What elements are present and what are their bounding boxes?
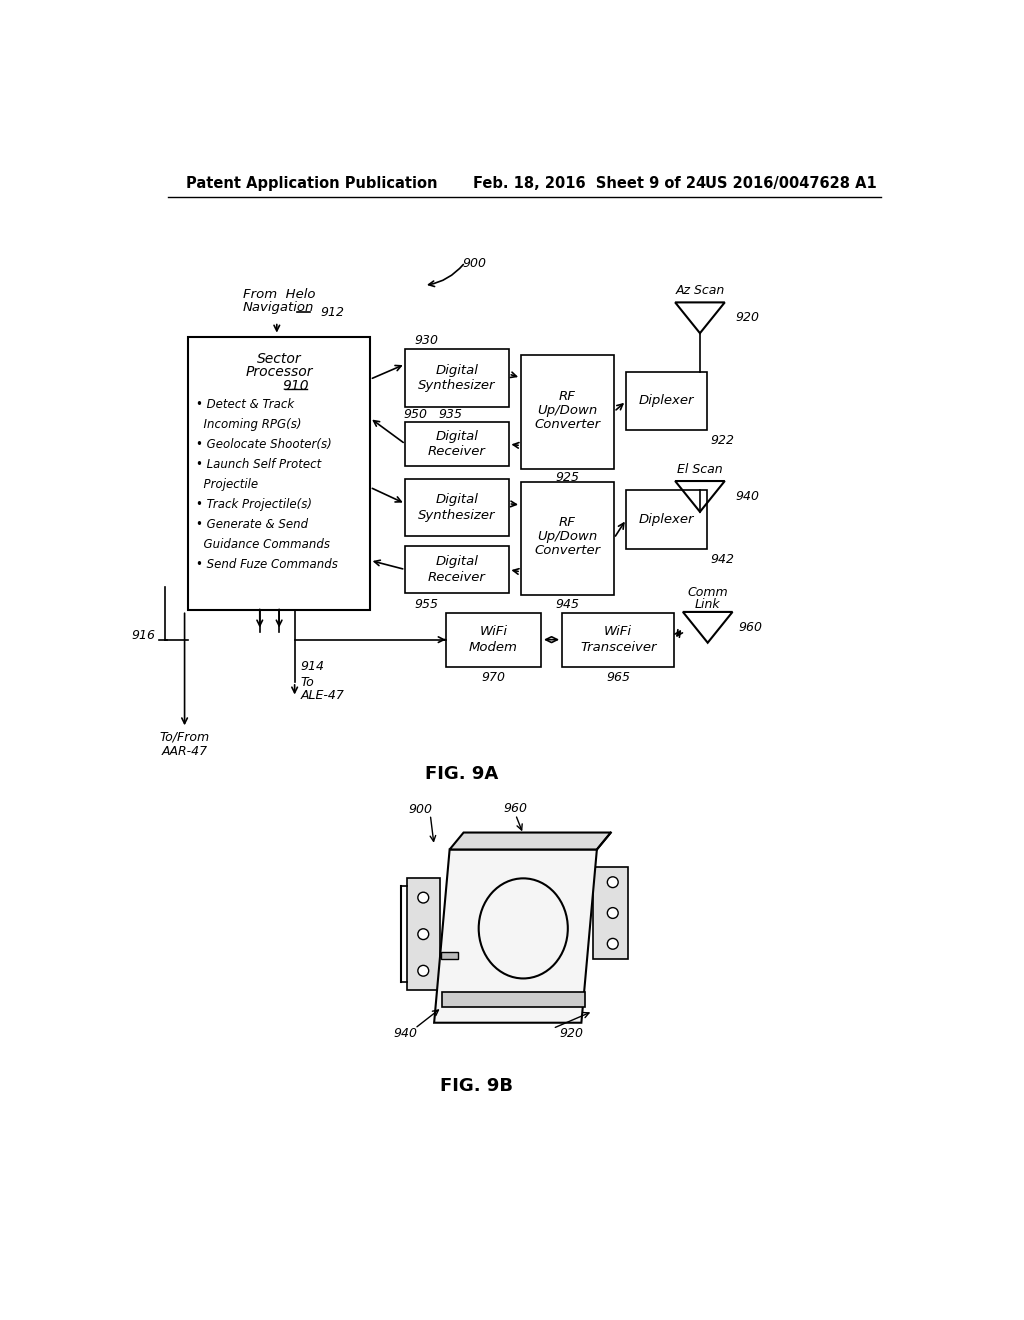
Text: ALE-47: ALE-47 (301, 689, 345, 702)
Text: Guidance Commands: Guidance Commands (197, 539, 330, 552)
Text: Synthesizer: Synthesizer (418, 508, 496, 521)
Text: Diplexer: Diplexer (639, 512, 694, 525)
Text: Digital: Digital (435, 494, 478, 507)
Text: Navigation: Navigation (243, 301, 314, 314)
Circle shape (607, 876, 618, 887)
Text: Converter: Converter (535, 417, 600, 430)
Bar (406, 545, 509, 594)
Text: 955: 955 (415, 598, 438, 611)
Bar (521, 355, 614, 469)
Bar (406, 348, 509, 407)
Text: 940: 940 (393, 1027, 418, 1040)
Text: 942: 942 (710, 553, 734, 566)
Polygon shape (450, 833, 611, 850)
Circle shape (418, 929, 429, 940)
Bar (445, 612, 541, 667)
Polygon shape (593, 867, 628, 960)
Text: Projectile: Projectile (197, 478, 258, 491)
Text: 950: 950 (403, 408, 428, 421)
Bar (442, 991, 586, 1007)
Text: Diplexer: Diplexer (639, 395, 694, 408)
Text: 912: 912 (321, 306, 344, 319)
Text: Receiver: Receiver (428, 445, 486, 458)
Text: 960: 960 (738, 620, 763, 634)
Bar (407, 878, 439, 990)
Circle shape (418, 892, 429, 903)
Text: • Track Projectile(s): • Track Projectile(s) (197, 499, 312, 511)
Text: Converter: Converter (535, 544, 600, 557)
Bar (562, 612, 675, 667)
Text: • Detect & Track: • Detect & Track (197, 399, 294, 412)
Text: Digital: Digital (435, 430, 478, 444)
Text: 925: 925 (555, 471, 580, 484)
Text: Sector: Sector (257, 351, 301, 366)
Text: Digital: Digital (435, 363, 478, 376)
Text: 940: 940 (735, 490, 760, 503)
Text: From  Helo: From Helo (243, 288, 315, 301)
Bar (521, 482, 614, 595)
Text: 922: 922 (710, 434, 734, 447)
Text: 910: 910 (283, 379, 309, 392)
Text: Feb. 18, 2016  Sheet 9 of 24: Feb. 18, 2016 Sheet 9 of 24 (473, 177, 706, 191)
Text: • Geolocate Shooter(s): • Geolocate Shooter(s) (197, 438, 332, 451)
Text: Receiver: Receiver (428, 570, 486, 583)
Text: 945: 945 (555, 598, 580, 611)
Text: RF: RF (559, 516, 575, 529)
Text: 930: 930 (415, 334, 438, 347)
Text: 920: 920 (560, 1027, 584, 1040)
Text: 916: 916 (132, 630, 156, 643)
Text: Patent Application Publication: Patent Application Publication (186, 177, 437, 191)
Text: Up/Down: Up/Down (538, 531, 598, 544)
Text: Az Scan: Az Scan (675, 284, 725, 297)
Text: Processor: Processor (246, 366, 313, 379)
Text: FIG. 9B: FIG. 9B (440, 1077, 513, 1096)
Polygon shape (434, 850, 597, 1023)
Bar (627, 490, 707, 549)
Text: Link: Link (695, 598, 721, 611)
Bar (188, 337, 370, 610)
Text: To/From: To/From (160, 731, 210, 744)
Circle shape (607, 908, 618, 919)
Text: 914: 914 (301, 660, 325, 673)
Text: • Launch Self Protect: • Launch Self Protect (197, 458, 322, 471)
Text: To: To (301, 676, 314, 689)
Text: Incoming RPG(s): Incoming RPG(s) (197, 418, 302, 432)
Bar (406, 479, 509, 536)
Text: 900: 900 (463, 257, 486, 271)
Text: RF: RF (559, 389, 575, 403)
Text: 900: 900 (409, 803, 433, 816)
Text: Transceiver: Transceiver (580, 640, 656, 653)
Text: WiFi: WiFi (604, 626, 632, 639)
Bar (406, 422, 509, 466)
Circle shape (418, 965, 429, 977)
Text: WiFi: WiFi (479, 626, 508, 639)
Text: Digital: Digital (435, 556, 478, 569)
Text: 965: 965 (606, 671, 630, 684)
Bar (441, 952, 458, 960)
Circle shape (607, 939, 618, 949)
Bar (627, 372, 707, 430)
Text: 960: 960 (504, 801, 527, 814)
Text: • Generate & Send: • Generate & Send (197, 519, 308, 532)
Text: Modem: Modem (469, 640, 518, 653)
Text: Up/Down: Up/Down (538, 404, 598, 417)
Text: • Send Fuze Commands: • Send Fuze Commands (197, 558, 338, 572)
Text: FIG. 9A: FIG. 9A (425, 766, 498, 783)
Text: US 2016/0047628 A1: US 2016/0047628 A1 (706, 177, 878, 191)
Text: 935: 935 (438, 408, 462, 421)
Text: AAR-47: AAR-47 (162, 744, 208, 758)
Text: El Scan: El Scan (677, 463, 723, 477)
Text: Comm: Comm (687, 586, 728, 599)
Text: Synthesizer: Synthesizer (418, 379, 496, 392)
Text: 920: 920 (735, 312, 760, 325)
Text: 970: 970 (481, 671, 506, 684)
